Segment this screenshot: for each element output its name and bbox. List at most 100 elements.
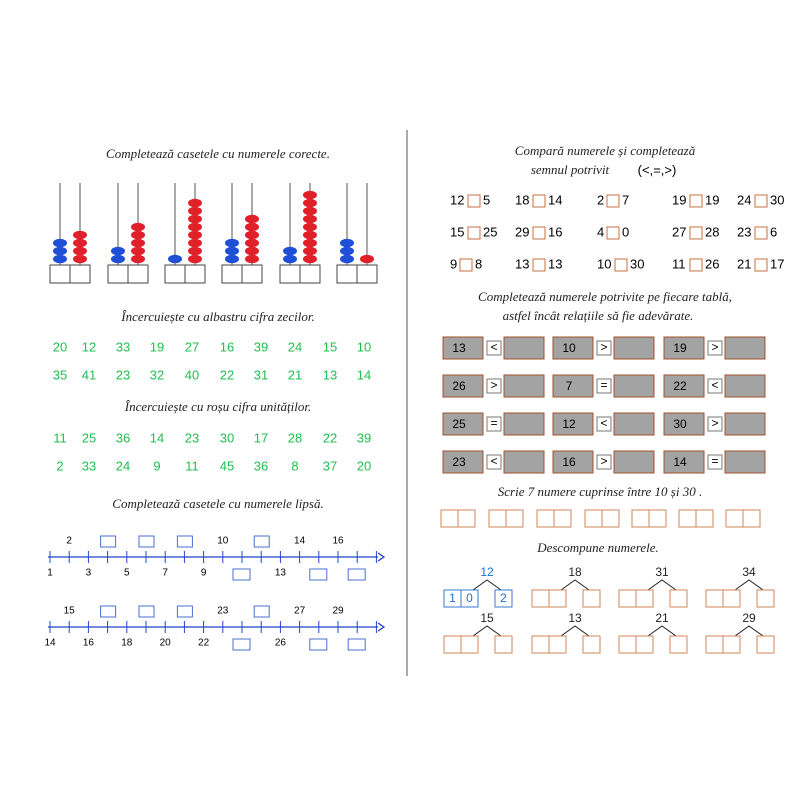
number: 13 — [568, 611, 582, 625]
answer-box — [107, 264, 129, 284]
bead — [188, 222, 202, 232]
answer-box — [582, 589, 601, 608]
missing-box — [253, 535, 270, 548]
number: 30 — [630, 256, 644, 271]
bead — [245, 246, 259, 256]
number: 27 — [185, 339, 199, 354]
number: 15 — [480, 611, 494, 625]
number: 13 — [452, 341, 466, 355]
missing-box — [176, 605, 193, 618]
bead — [188, 198, 202, 208]
answer-box — [669, 589, 688, 608]
sign: > — [711, 416, 718, 430]
tick-label: 23 — [217, 606, 229, 617]
bead — [111, 254, 125, 264]
missing-box — [232, 568, 251, 581]
answer-box — [635, 589, 654, 608]
tick-label: 27 — [294, 606, 306, 617]
tick-label: 18 — [121, 638, 133, 649]
tick-label: 26 — [275, 638, 287, 649]
answer-box — [460, 635, 479, 654]
bead — [303, 190, 317, 200]
bead-stack — [245, 214, 259, 264]
number: 23 — [116, 367, 130, 382]
bead — [131, 254, 145, 264]
bead — [245, 230, 259, 240]
bead — [245, 222, 259, 232]
bead — [131, 238, 145, 248]
answer-box — [705, 635, 724, 654]
number: 17 — [770, 256, 784, 271]
bead — [73, 254, 87, 264]
board — [663, 336, 705, 360]
number: 23 — [737, 224, 751, 239]
bead — [131, 246, 145, 256]
answer-box — [457, 509, 476, 528]
bead-stack — [283, 246, 297, 264]
board — [724, 374, 766, 398]
tick-label: 5 — [124, 568, 130, 579]
number: 23 — [452, 455, 466, 469]
board — [442, 374, 484, 398]
number: 39 — [357, 430, 371, 445]
bead — [303, 230, 317, 240]
number: 26 — [705, 256, 719, 271]
sign: = — [600, 378, 607, 392]
sign-box — [486, 416, 502, 432]
sign-box — [467, 226, 481, 240]
missing-box — [347, 638, 366, 651]
sign: < — [711, 378, 718, 392]
bead-stack — [53, 238, 67, 264]
answer-box — [695, 509, 714, 528]
number: 9 — [153, 458, 160, 473]
section-title: Compară numerele și completează — [515, 143, 696, 158]
bead — [303, 246, 317, 256]
answer-box — [299, 264, 321, 284]
board — [613, 412, 655, 436]
sign-box — [707, 454, 723, 470]
sign-box — [754, 258, 768, 272]
number: 19 — [673, 341, 687, 355]
missing-box — [138, 535, 155, 548]
bead — [303, 214, 317, 224]
section-title: Completează casetele cu numerele lipsă. — [112, 496, 323, 511]
tick-label: 9 — [201, 568, 207, 579]
answer-box — [618, 589, 637, 608]
number: 45 — [220, 458, 234, 473]
tick-label: 10 — [217, 536, 229, 547]
arrow — [377, 622, 386, 632]
board — [724, 336, 766, 360]
number: 22 — [220, 367, 234, 382]
board — [613, 336, 655, 360]
missing-box — [347, 568, 366, 581]
bead-stack — [73, 230, 87, 264]
answer-box — [705, 589, 724, 608]
sign-box — [754, 226, 768, 240]
bead — [340, 238, 354, 248]
sign-box — [486, 378, 502, 394]
answer-box — [582, 635, 601, 654]
answer-box — [635, 635, 654, 654]
number: 11 — [53, 430, 67, 445]
bead — [303, 222, 317, 232]
bead — [188, 254, 202, 264]
number: 30 — [220, 430, 234, 445]
board — [663, 450, 705, 474]
bead — [303, 238, 317, 248]
board — [552, 412, 594, 436]
number: 27 — [672, 224, 686, 239]
bead-stack — [168, 254, 182, 264]
number: 18 — [515, 192, 529, 207]
sign-box — [606, 194, 620, 208]
number: 22 — [673, 379, 687, 393]
answer-box — [548, 635, 567, 654]
number: 19 — [705, 192, 719, 207]
number: 13 — [323, 367, 337, 382]
number: 24 — [288, 339, 302, 354]
missing-box — [253, 605, 270, 618]
number: 2 — [597, 192, 604, 207]
branch — [734, 625, 764, 637]
sign-box — [532, 258, 546, 272]
board — [442, 412, 484, 436]
sign: < — [490, 454, 497, 468]
